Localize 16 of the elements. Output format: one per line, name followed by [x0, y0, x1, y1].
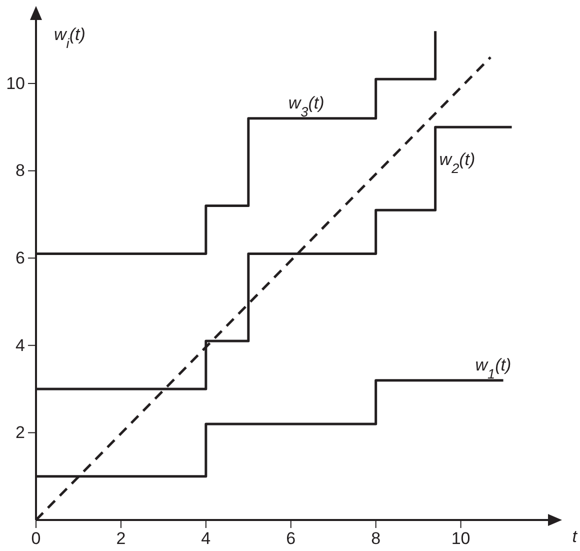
y-tick-label: 4 [16, 336, 25, 355]
y-tick-label: 8 [16, 161, 25, 180]
x-tick-label: 6 [286, 529, 296, 548]
x-tick-label: 10 [451, 529, 470, 548]
x-tick-label: 8 [371, 529, 381, 548]
x-tick-label: 2 [116, 529, 126, 548]
y-tick-label: 6 [16, 248, 25, 268]
y-axis-title: w$_{i}$(t) [54, 25, 86, 50]
series-label: w$_{3}$(t) [288, 93, 324, 119]
x-tick-label: 4 [201, 529, 211, 548]
x-axis-title: t [572, 527, 578, 546]
series-label: w$_{2}$(t) [439, 150, 476, 176]
series-label: w$_{1}$(t) [475, 355, 512, 381]
y-tick-label: 2 [16, 423, 25, 442]
y-tick-label: 10 [6, 74, 25, 93]
x-tick-label: 0 [31, 529, 41, 548]
